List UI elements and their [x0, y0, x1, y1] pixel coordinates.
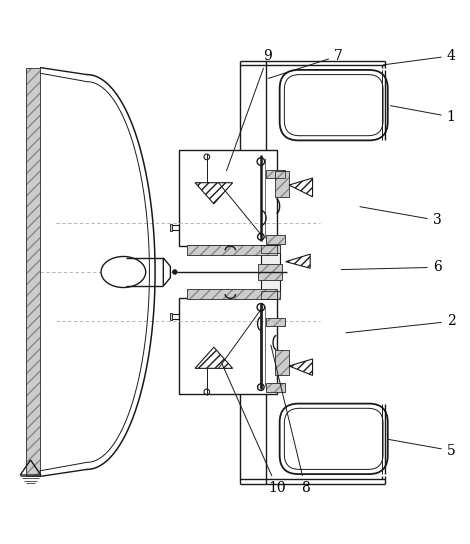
Text: 9: 9 — [227, 49, 272, 171]
Bar — [179, 150, 277, 246]
Bar — [266, 384, 285, 392]
Bar — [275, 350, 289, 375]
Text: 4: 4 — [384, 49, 455, 65]
Bar — [261, 245, 280, 253]
Bar — [266, 236, 285, 244]
Bar — [179, 298, 277, 394]
Bar — [261, 246, 280, 295]
Text: 7: 7 — [268, 49, 343, 78]
Bar — [266, 318, 285, 326]
Bar — [275, 171, 289, 197]
Bar — [266, 318, 285, 326]
Bar — [266, 384, 285, 392]
Text: 1: 1 — [391, 106, 455, 124]
Text: 10: 10 — [222, 364, 286, 495]
Bar — [170, 313, 172, 320]
Bar — [275, 171, 289, 197]
Bar — [261, 245, 280, 253]
Text: 2: 2 — [346, 314, 455, 333]
Ellipse shape — [101, 256, 146, 288]
Bar — [187, 245, 277, 255]
Text: 3: 3 — [360, 207, 441, 227]
Bar — [266, 170, 285, 178]
Circle shape — [172, 270, 177, 274]
Bar — [266, 170, 285, 178]
Bar — [266, 236, 285, 244]
Text: 6: 6 — [341, 260, 441, 274]
Bar — [258, 263, 282, 281]
Bar — [187, 289, 277, 299]
Bar — [258, 263, 282, 281]
Bar — [26, 67, 40, 477]
Bar — [187, 245, 277, 255]
Bar — [261, 291, 280, 299]
Text: 8: 8 — [271, 345, 310, 495]
Polygon shape — [164, 258, 170, 286]
Bar — [261, 291, 280, 299]
Bar — [187, 289, 277, 299]
Bar — [26, 67, 40, 477]
Bar — [170, 224, 172, 231]
Bar — [275, 350, 289, 375]
Text: 5: 5 — [388, 440, 455, 458]
